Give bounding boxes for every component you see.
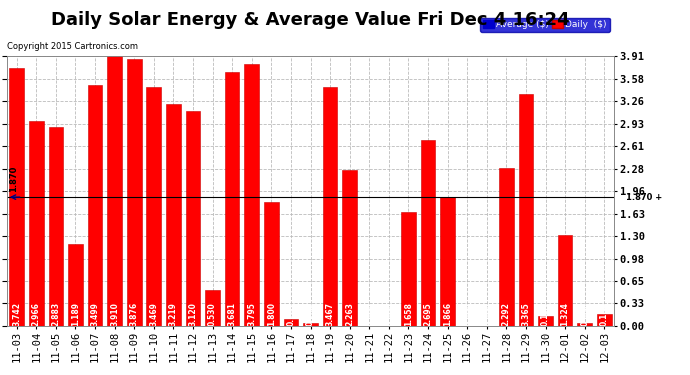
- Bar: [68, 244, 83, 326]
- Text: 0.045: 0.045: [306, 302, 315, 326]
- Text: 2.966: 2.966: [32, 302, 41, 326]
- Text: 0.052: 0.052: [580, 302, 589, 326]
- Bar: [499, 168, 514, 326]
- Text: Daily Solar Energy & Average Value Fri Dec 4 16:24: Daily Solar Energy & Average Value Fri D…: [51, 11, 570, 29]
- Text: 3.910: 3.910: [110, 302, 119, 326]
- Text: 1.866: 1.866: [443, 302, 452, 326]
- Bar: [401, 212, 416, 326]
- Bar: [538, 316, 553, 326]
- Bar: [127, 58, 141, 326]
- Text: 3.120: 3.120: [188, 302, 197, 326]
- Text: 0.000: 0.000: [482, 302, 491, 326]
- Text: 0.000: 0.000: [463, 302, 472, 326]
- Bar: [225, 72, 239, 326]
- Bar: [342, 170, 357, 326]
- Bar: [186, 111, 200, 326]
- Bar: [88, 85, 102, 326]
- Text: 0.530: 0.530: [208, 302, 217, 326]
- Text: 3.467: 3.467: [326, 302, 335, 326]
- Bar: [519, 94, 533, 326]
- Text: 1.870: 1.870: [9, 165, 18, 192]
- Bar: [107, 56, 122, 326]
- Bar: [597, 314, 611, 326]
- Bar: [421, 140, 435, 326]
- Text: 1.800: 1.800: [267, 302, 276, 326]
- Text: 0.184: 0.184: [600, 302, 609, 326]
- Text: 1.658: 1.658: [404, 302, 413, 326]
- Bar: [578, 322, 592, 326]
- Bar: [48, 127, 63, 326]
- Text: 0.000: 0.000: [365, 302, 374, 326]
- Bar: [284, 319, 298, 326]
- Bar: [303, 323, 318, 326]
- Text: 3.469: 3.469: [149, 302, 158, 326]
- Text: 1.870 +: 1.870 +: [627, 193, 662, 202]
- Text: 2.883: 2.883: [51, 302, 60, 326]
- Text: 1.189: 1.189: [71, 302, 80, 326]
- Text: 2.263: 2.263: [345, 302, 354, 326]
- Bar: [10, 68, 24, 326]
- Text: 3.742: 3.742: [12, 302, 21, 326]
- Text: 3.876: 3.876: [130, 302, 139, 326]
- Text: 2.695: 2.695: [424, 302, 433, 326]
- Text: 2.292: 2.292: [502, 302, 511, 326]
- Text: 3.365: 3.365: [522, 302, 531, 326]
- Text: 3.681: 3.681: [228, 302, 237, 326]
- Bar: [440, 197, 455, 326]
- Bar: [29, 122, 43, 326]
- Text: 1.324: 1.324: [561, 302, 570, 326]
- Text: 3.499: 3.499: [90, 302, 99, 326]
- Text: 0.154: 0.154: [541, 302, 550, 326]
- Text: 0.000: 0.000: [384, 302, 393, 326]
- Text: Copyright 2015 Cartronics.com: Copyright 2015 Cartronics.com: [7, 42, 138, 51]
- Legend: Average ($), Daily  ($): Average ($), Daily ($): [480, 18, 609, 32]
- Bar: [323, 87, 337, 326]
- Text: 3.795: 3.795: [247, 302, 256, 326]
- Bar: [166, 104, 181, 326]
- Bar: [205, 290, 220, 326]
- Text: 3.219: 3.219: [169, 302, 178, 326]
- Text: 0.101: 0.101: [286, 302, 295, 326]
- Bar: [558, 235, 573, 326]
- Bar: [264, 202, 279, 326]
- Bar: [146, 87, 161, 326]
- Bar: [244, 64, 259, 326]
